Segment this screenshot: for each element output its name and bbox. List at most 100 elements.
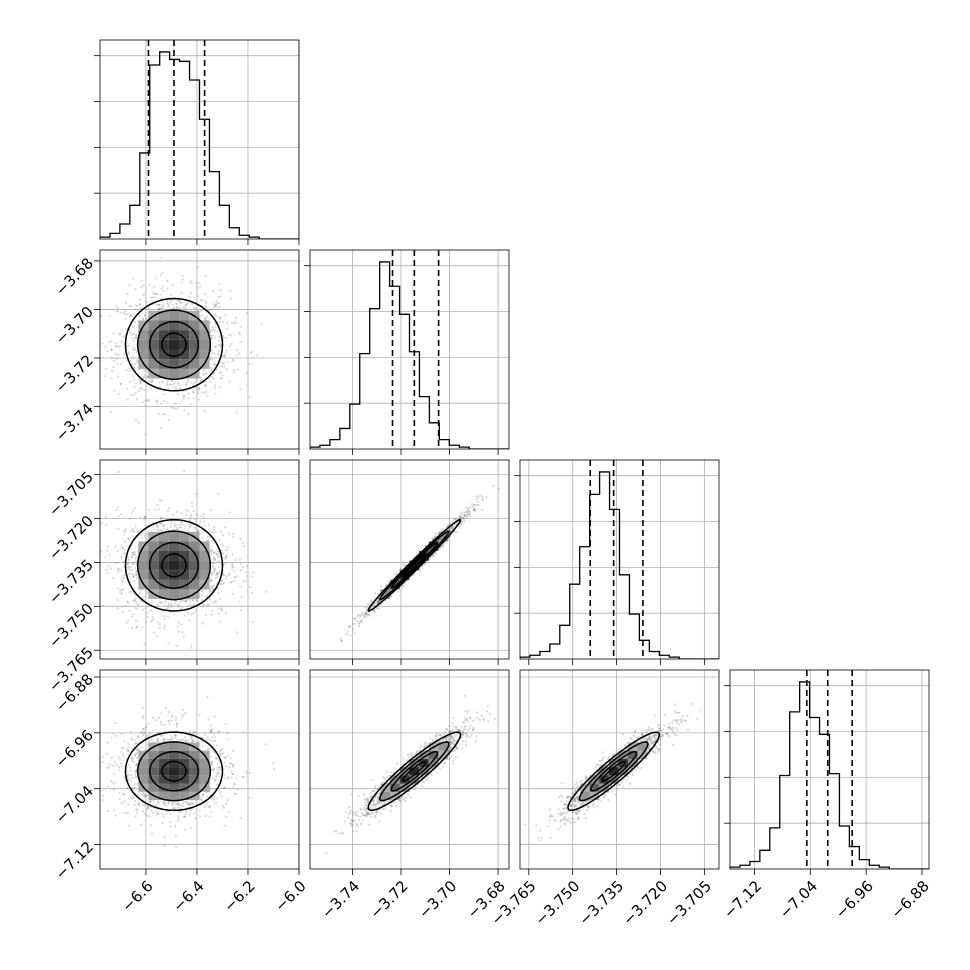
sample-point (239, 562, 243, 565)
sample-point (176, 303, 179, 306)
sample-point (385, 584, 388, 587)
sample-point (121, 753, 124, 756)
sample-point (238, 558, 241, 561)
sample-point (191, 302, 194, 306)
sample-point (207, 603, 211, 607)
sample-point (172, 513, 175, 516)
sample-point (117, 561, 120, 564)
sample-point (112, 782, 115, 785)
sample-point (141, 793, 144, 797)
sample-point (208, 308, 211, 311)
sample-point (201, 593, 204, 596)
sample-point (199, 379, 202, 382)
sample-point (111, 576, 114, 580)
density-cell (168, 541, 180, 551)
sample-point (158, 623, 161, 626)
sample-point (217, 349, 220, 352)
sample-point (218, 555, 221, 558)
sample-point (203, 806, 206, 809)
sample-point (163, 600, 166, 603)
sample-point (159, 602, 162, 605)
sample-point (146, 375, 149, 378)
sample-point (470, 503, 474, 506)
sample-point (167, 605, 170, 608)
sample-point (448, 523, 451, 527)
sample-point (194, 307, 197, 310)
density-cell (138, 339, 149, 350)
sample-point (188, 619, 191, 622)
sample-point (115, 357, 118, 360)
sample-point (161, 306, 164, 309)
sample-point (132, 530, 136, 533)
sample-point (203, 520, 206, 523)
sample-point (464, 513, 467, 517)
sample-point (192, 306, 195, 309)
sample-point (353, 622, 356, 625)
sample-point (212, 328, 216, 331)
sample-point (134, 619, 138, 623)
sample-point (185, 513, 188, 516)
sample-point (137, 368, 140, 371)
sample-point (469, 513, 472, 517)
sample-point (167, 720, 170, 723)
sample-point (150, 620, 153, 623)
sample-point (212, 289, 215, 293)
sample-point (218, 386, 221, 389)
sample-point (459, 516, 462, 519)
sample-point (471, 505, 474, 508)
sample-point (225, 548, 228, 552)
sample-point (184, 812, 187, 815)
sample-point (220, 752, 223, 755)
sample-point (130, 590, 133, 594)
sample-point (183, 598, 186, 602)
sample-point (412, 573, 415, 577)
sample-point (218, 752, 222, 755)
sample-point (364, 612, 368, 615)
sample-point (114, 345, 117, 348)
sample-point (132, 599, 135, 602)
density-cell (138, 349, 149, 360)
sample-point (220, 579, 223, 583)
sample-point (195, 378, 198, 381)
sample-point (132, 339, 136, 342)
sample-point (209, 380, 212, 383)
sample-point (210, 553, 213, 556)
sample-point (475, 495, 478, 498)
sample-point (218, 344, 221, 347)
sample-point (130, 314, 133, 317)
sample-point (468, 511, 471, 514)
sample-point (141, 626, 144, 629)
sample-point (160, 402, 163, 405)
sample-point (129, 565, 132, 568)
density-cell (189, 349, 200, 360)
sample-point (157, 450, 159, 452)
sample-point (120, 578, 123, 581)
sample-point (361, 621, 364, 624)
sample-point (144, 433, 147, 436)
contour-level-3 (379, 530, 450, 601)
sample-point (367, 613, 370, 616)
sample-point (157, 309, 160, 312)
sample-point (104, 516, 107, 519)
density-cell (189, 339, 200, 350)
sample-point (217, 572, 220, 575)
sample-point (173, 603, 176, 606)
sample-point (231, 763, 235, 766)
density-cell (168, 349, 180, 360)
sample-point (214, 304, 218, 307)
sample-point (228, 345, 232, 348)
sample-point (205, 539, 208, 542)
sample-point (149, 386, 152, 390)
sample-point (133, 550, 136, 554)
sample-point (451, 528, 454, 531)
sample-point (158, 303, 161, 307)
density-cell (158, 330, 169, 340)
sample-point (171, 520, 174, 523)
sample-point (219, 317, 222, 321)
sample-point (187, 397, 190, 400)
sample-point (218, 320, 221, 324)
sample-point (204, 317, 208, 320)
sample-point (396, 590, 399, 593)
sample-point (144, 589, 148, 593)
sample-point (142, 596, 145, 600)
